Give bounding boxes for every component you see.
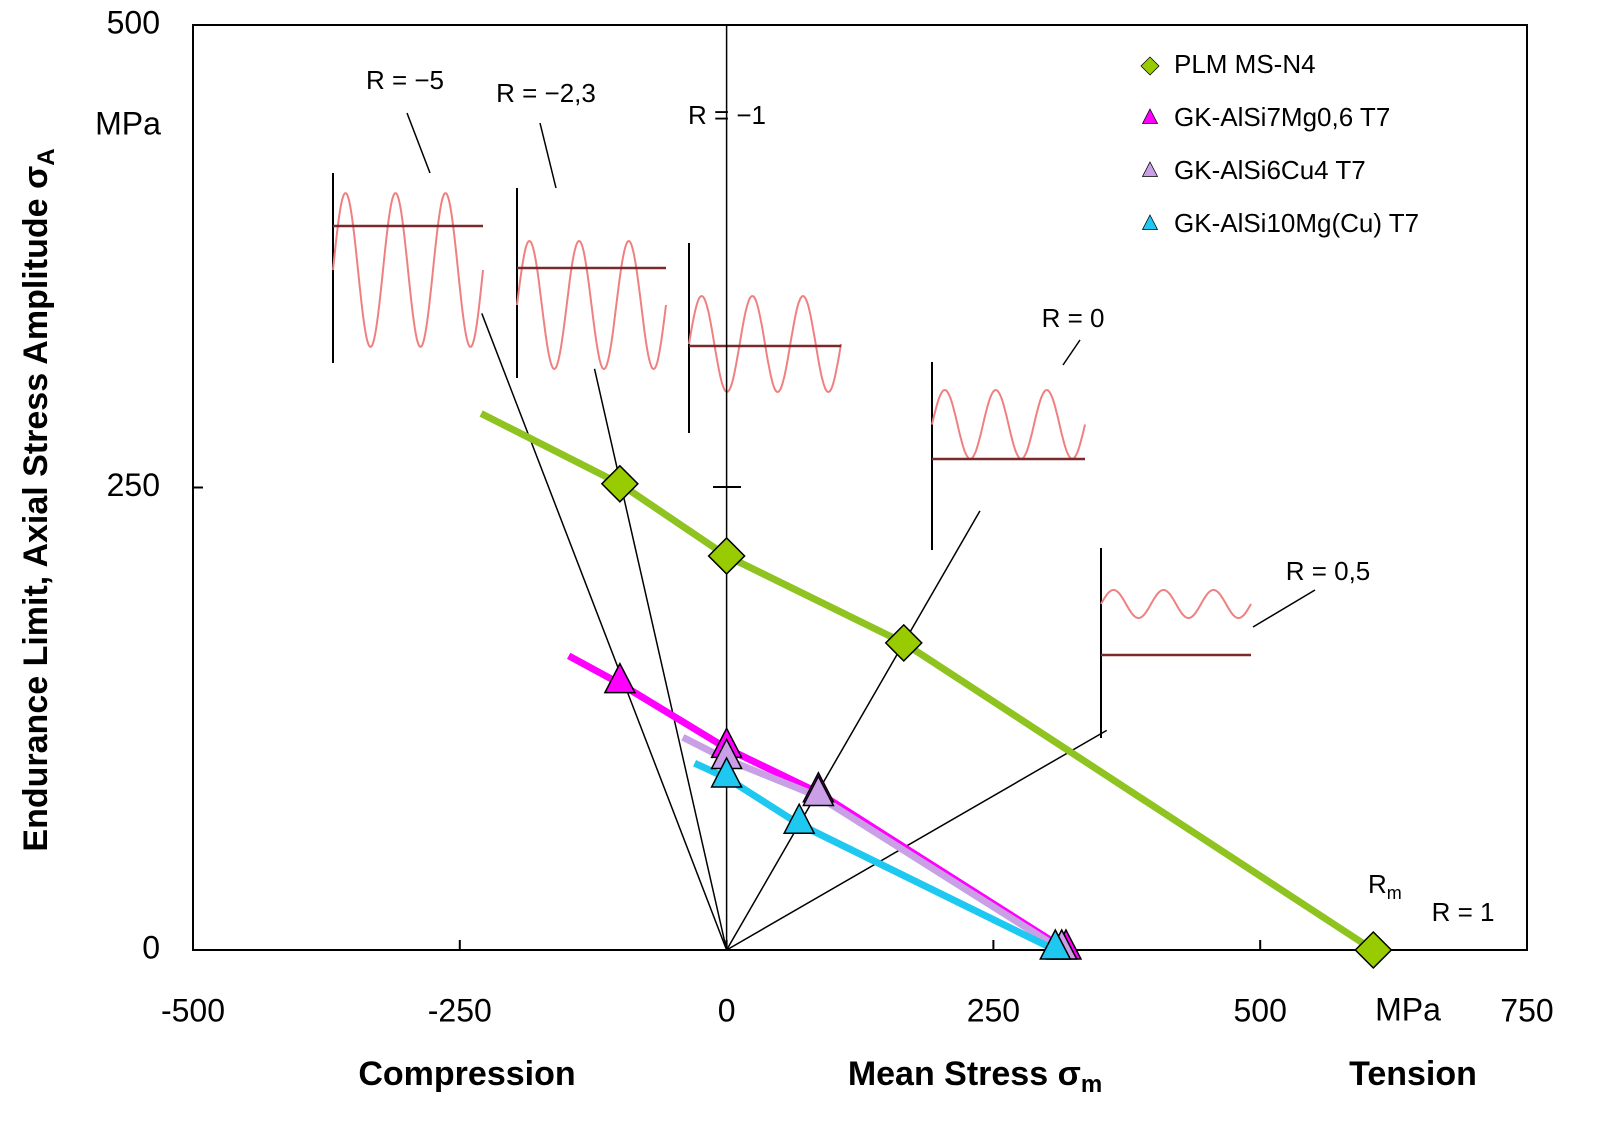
compression-label: Compression [358, 1055, 575, 1093]
y-tick-label: 0 [142, 929, 160, 965]
data-point [802, 774, 835, 807]
ratio-label: R = −2,3 [496, 78, 596, 108]
leader-line [1252, 589, 1316, 628]
ratio-label: R = 0,5 [1286, 556, 1371, 586]
data-point [603, 661, 637, 694]
ratio-line [726, 729, 1108, 951]
data-point [884, 623, 923, 662]
y-unit: MPa [95, 105, 161, 141]
legend-label: GK-AlSi10Mg(Cu) T7 [1174, 208, 1419, 238]
x-tick-label: -250 [428, 992, 492, 1028]
ratio-line [725, 510, 981, 951]
y-axis-title-sub: A [33, 148, 60, 165]
leader-line [1062, 339, 1081, 366]
inset-sine [332, 192, 484, 348]
ratio-label: R = 1 [1432, 897, 1495, 927]
fit-line [693, 759, 1057, 954]
x-unit: MPa [1375, 991, 1441, 1027]
x-tick-label: -500 [161, 992, 225, 1028]
x-tick-label: 750 [1500, 992, 1553, 1028]
legend-marker [1141, 161, 1159, 177]
data-point [707, 536, 746, 576]
tension-label: Tension [1349, 1055, 1477, 1093]
data-point [1039, 928, 1072, 960]
y-axis-title: Endurance Limit, Axial Stress Amplitude … [17, 148, 60, 851]
y-tick-label: 250 [107, 467, 160, 503]
legend-marker [1141, 108, 1159, 124]
leader-line [539, 122, 557, 189]
fit-line [681, 734, 1064, 953]
rm-label: Rm [1368, 869, 1402, 903]
legend-marker [1140, 56, 1160, 76]
inset-sine [688, 295, 842, 393]
y-tick-label: 500 [107, 4, 160, 40]
data-point [1354, 930, 1393, 970]
x-tick-label: 250 [967, 992, 1020, 1028]
inset-sine [931, 389, 1086, 460]
x-axis-title: Mean Stress σm [848, 1055, 1102, 1098]
sine-insets [332, 173, 1252, 738]
x-axis-title-sub: m [1081, 1071, 1102, 1098]
x-tick-label: 500 [1234, 992, 1287, 1028]
legend-marker [1141, 214, 1159, 230]
x-tick-label: 0 [718, 992, 736, 1028]
rm-label-sub: m [1387, 883, 1402, 903]
ratio-line [593, 368, 728, 951]
ratio-label: R = −5 [366, 65, 444, 95]
legend-label: PLM MS-N4 [1174, 49, 1316, 79]
data-point [710, 756, 743, 788]
rm-label-text: R [1368, 869, 1387, 899]
legend-label: GK-AlSi6Cu4 T7 [1174, 155, 1366, 185]
data-point [782, 802, 816, 834]
legend-label: GK-AlSi7Mg0,6 T7 [1174, 102, 1390, 132]
ratio-label: R = −1 [688, 100, 766, 130]
ratio-label: R = 0 [1042, 303, 1105, 333]
data-point [600, 464, 639, 503]
y-axis-title-text: Endurance Limit, Axial Stress Amplitude … [17, 166, 55, 852]
inset-sine [1100, 589, 1252, 619]
leader-line [406, 112, 431, 174]
inset-sine [516, 240, 667, 370]
ratio-line [481, 313, 728, 951]
x-axis-title-text: Mean Stress σ [848, 1055, 1081, 1093]
